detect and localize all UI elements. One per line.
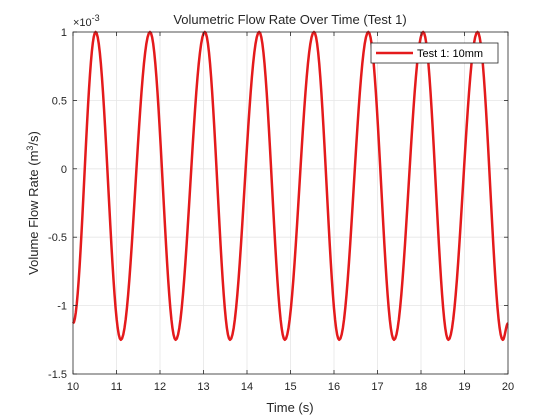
series-line [72,30,510,342]
y-tick-label: -1.5 [48,369,67,381]
y-tick-label: 1 [61,27,67,39]
ticks: 10 11 12 13 14 15 16 17 18 19 20 1 0.5 0 -0.5 -1 -1.5 [48,27,514,393]
x-tick-label: 12 [154,381,166,393]
exponent-power: -3 [92,13,100,23]
x-tick-label: 10 [67,381,79,393]
x-tick-label: 17 [371,381,383,393]
legend-label: Test 1: 10mm [417,48,483,60]
y-tick-label: 0.5 [52,95,67,107]
y-axis-label-end: /s) [26,131,41,145]
x-tick-label: 18 [415,381,427,393]
series-layer [72,30,510,342]
exponent-base: ×10 [73,17,92,29]
y-axis-label-sup: 3 [25,146,35,151]
y-axis-label: Volume Flow Rate (m3/s) [25,131,41,275]
x-tick-label: 11 [111,381,122,393]
x-tick-label: 13 [197,381,209,393]
legend: Test 1: 10mm [370,42,499,64]
x-tick-label: 15 [284,381,296,393]
x-tick-label: 16 [328,381,340,393]
x-tick-label: 20 [502,381,514,393]
legend-box [370,42,499,64]
y-tick-label: 0 [61,164,67,176]
x-axis-label: Time (s) [266,400,313,415]
y-tick-label: -0.5 [48,232,67,244]
x-tick-label: 19 [458,381,470,393]
x-tick-label: 14 [241,381,253,393]
y-tick-label: -1 [57,301,67,313]
chart-title: Volumetric Flow Rate Over Time (Test 1) [173,12,406,27]
y-axis-label-main: Volume Flow Rate (m [26,151,41,275]
exponent-label: ×10-3 [73,13,100,29]
